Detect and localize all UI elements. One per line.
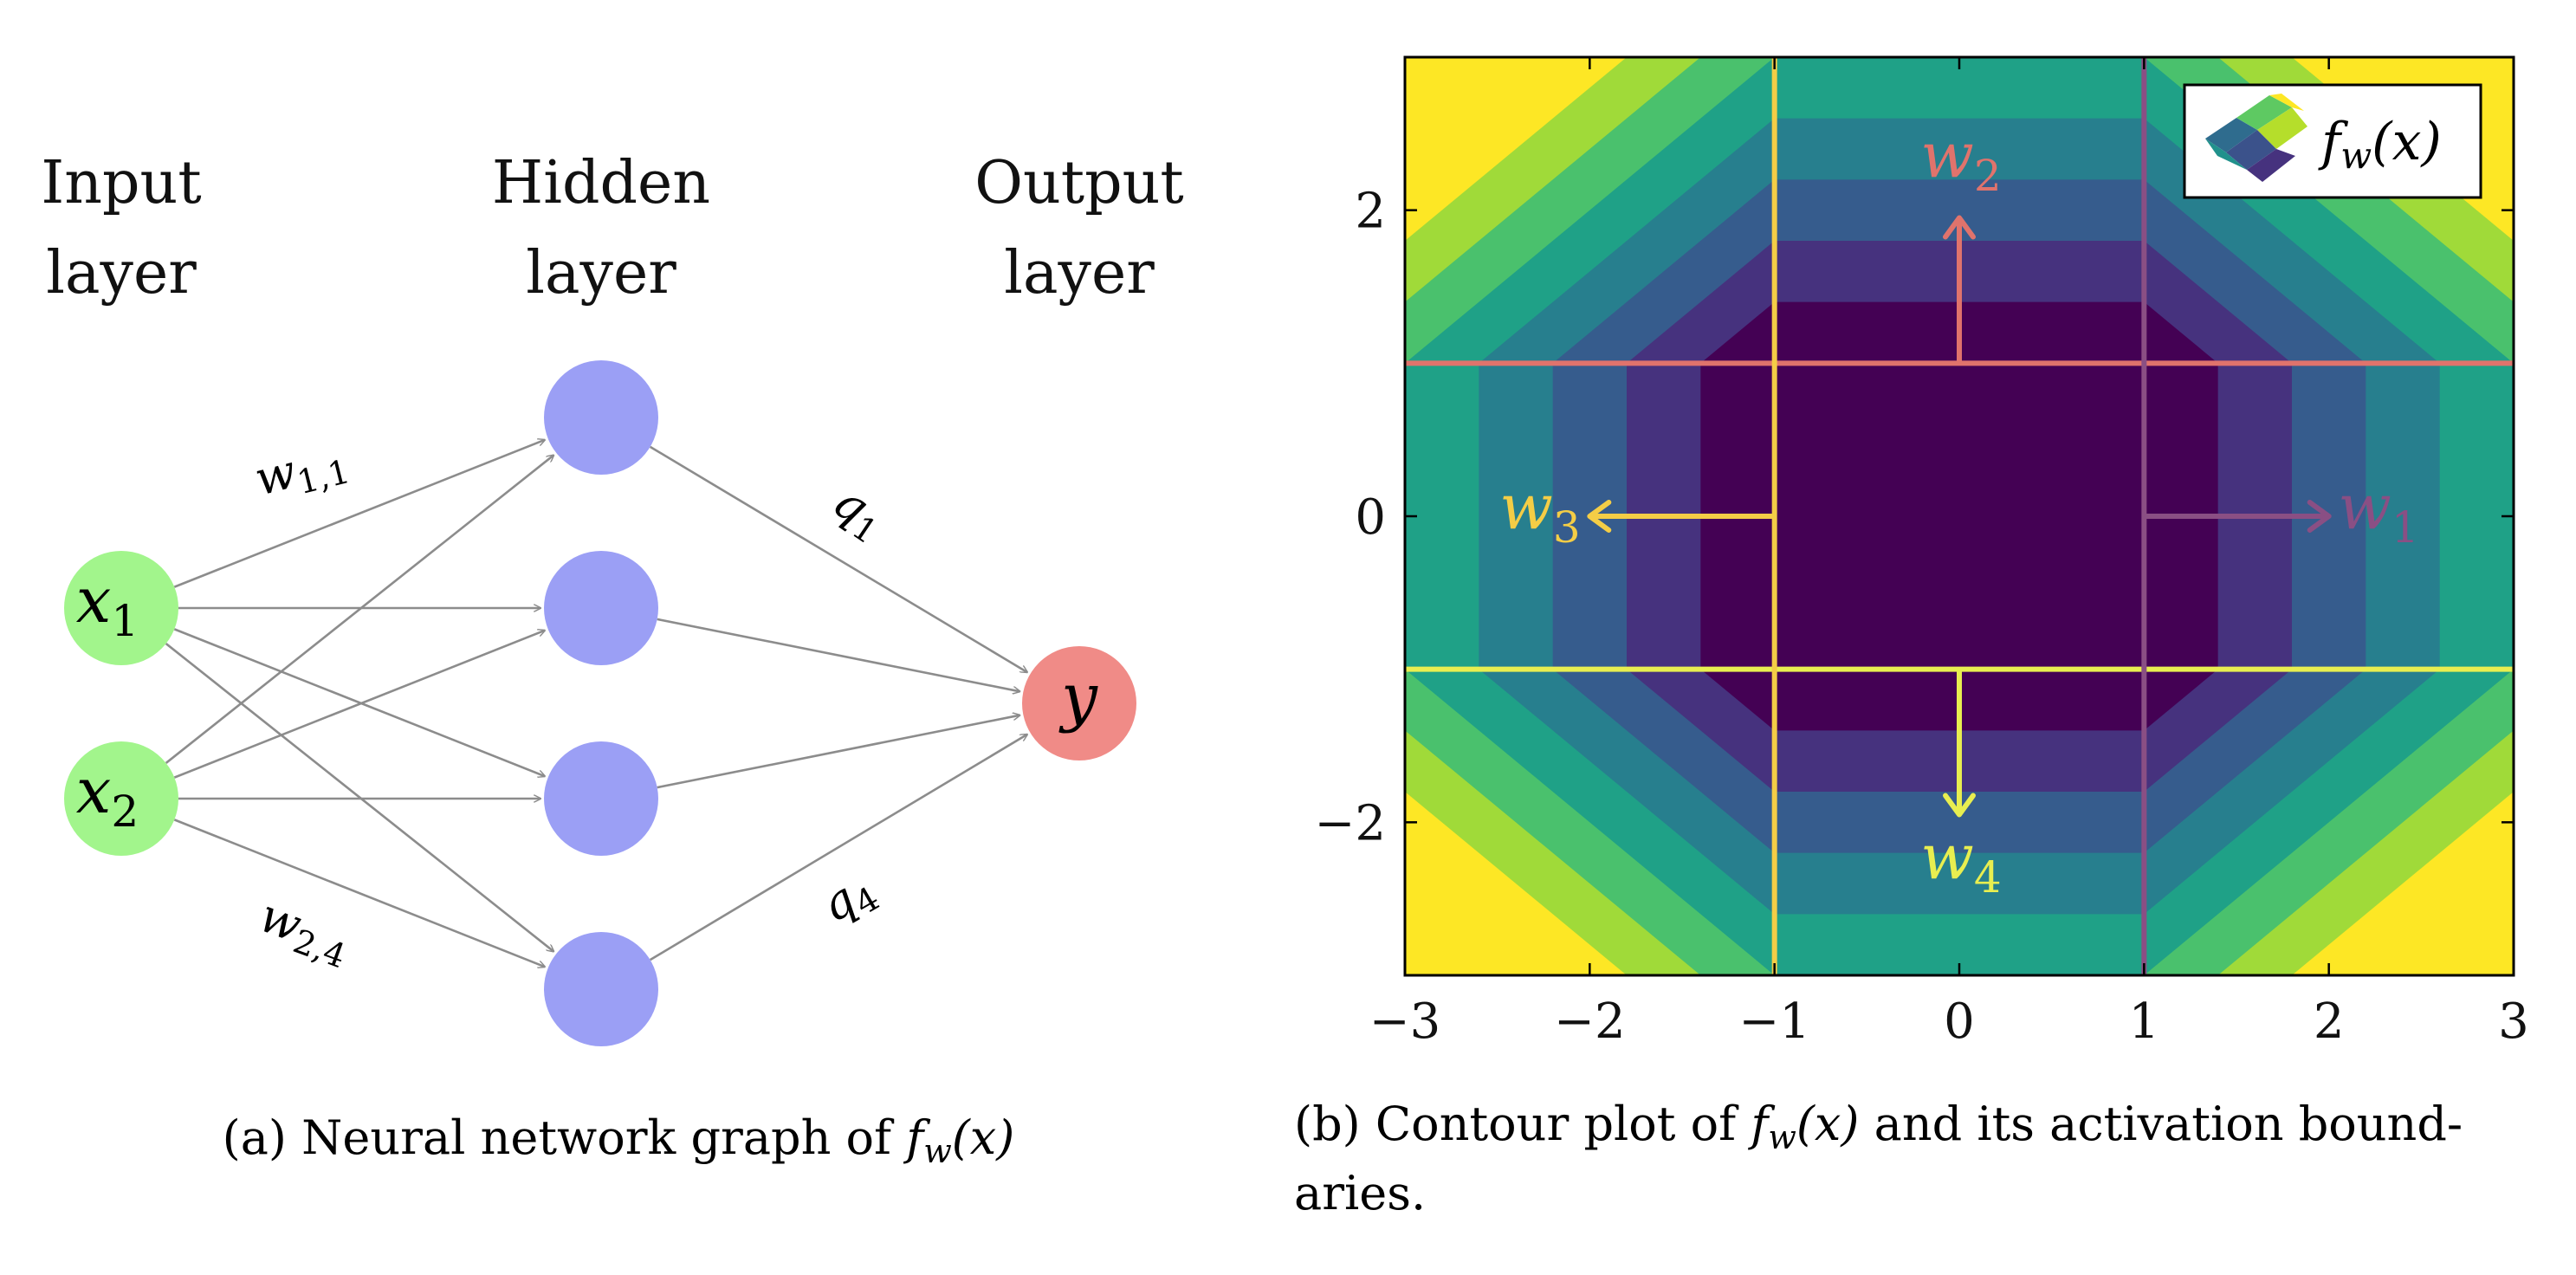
w4-label: w4 bbox=[1920, 820, 2001, 903]
input-node-1 bbox=[64, 551, 178, 665]
flat-region bbox=[1774, 363, 2145, 670]
output-node-label: y bbox=[1058, 660, 1098, 735]
edge-input-2-hidden-2 bbox=[173, 631, 545, 779]
edge-input-1-hidden-3 bbox=[173, 628, 545, 776]
x-tick-label: −2 bbox=[1554, 993, 1626, 1050]
edge-input-2-hidden-1 bbox=[165, 456, 554, 764]
x-tick-label: 0 bbox=[1944, 993, 1975, 1050]
edge-hidden-3-output bbox=[657, 715, 1020, 789]
y-tick-label: −2 bbox=[1314, 795, 1386, 851]
w2-label: w2 bbox=[1920, 119, 2001, 201]
input-node-1-label: x1 bbox=[76, 564, 139, 646]
input-layer-subtitle: layer bbox=[46, 239, 197, 307]
vector-labels: w2 w3 w1 w4 bbox=[1499, 119, 2418, 903]
edge-input-2-hidden-4 bbox=[173, 819, 545, 967]
arrow-w2-head bbox=[1943, 215, 1976, 240]
contour-plot: −3 −2 −1 0 1 2 3 −2 0 2 w2 w3 w1 w4 fw(x) (b) Con… bbox=[1294, 55, 2529, 1220]
surface-icon bbox=[2205, 94, 2307, 182]
x-tick-label: 3 bbox=[2498, 993, 2529, 1050]
hidden-node-4 bbox=[544, 932, 658, 1046]
hidden-node-3 bbox=[544, 741, 658, 856]
arrow-w4-head bbox=[1943, 793, 1976, 818]
hidden-layer-title: Hidden bbox=[492, 149, 710, 217]
edge-label-w11: w1,1 bbox=[249, 431, 353, 512]
arrow-w3-head bbox=[1587, 500, 1612, 533]
node-labels: x1 x2 y bbox=[76, 564, 1098, 837]
hidden-node-1 bbox=[544, 360, 658, 475]
output-layer-title: Output bbox=[974, 149, 1184, 217]
edge-input-1-hidden-1 bbox=[173, 440, 545, 588]
y-tick-label: 0 bbox=[1355, 489, 1386, 546]
network-nodes bbox=[64, 360, 1136, 1046]
axis-ticks bbox=[1403, 57, 2515, 975]
y-tick-label: 2 bbox=[1355, 184, 1386, 240]
input-node-2 bbox=[64, 741, 178, 856]
edge-hidden-2-output bbox=[657, 618, 1020, 691]
caption-b-line1: (b) Contour plot of fw(x) and its activa… bbox=[1294, 1097, 2463, 1156]
contour-fill bbox=[1405, 57, 2514, 975]
neural-network-diagram: Input layer Hidden layer Output layer x1… bbox=[41, 149, 1183, 1170]
edge-label-w24: w2,4 bbox=[251, 888, 359, 975]
axis-tick-labels: −3 −2 −1 0 1 2 3 −2 0 2 bbox=[1314, 184, 2528, 1050]
hidden-node-2 bbox=[544, 551, 658, 665]
arrow-w1-head bbox=[2307, 500, 2332, 533]
edge-hidden-1-output bbox=[649, 445, 1027, 672]
x-tick-label: 2 bbox=[2314, 993, 2345, 1050]
w3-label: w3 bbox=[1499, 470, 1580, 553]
network-edges bbox=[165, 440, 1027, 967]
x-tick-label: −3 bbox=[1369, 993, 1441, 1050]
weight-arrows bbox=[1587, 215, 2332, 818]
output-node bbox=[1022, 646, 1136, 760]
x-tick-label: 1 bbox=[2129, 993, 2160, 1050]
edge-hidden-4-output bbox=[649, 735, 1027, 961]
x-tick-label: −1 bbox=[1738, 993, 1810, 1050]
caption-a: (a) Neural network graph of fw(x) bbox=[223, 1110, 1015, 1170]
legend: fw(x) bbox=[2183, 83, 2482, 199]
edge-weight-labels: w1,1 w2,4 q1 q4 bbox=[249, 431, 896, 975]
edge-label-q1: q1 bbox=[820, 474, 896, 552]
edge-label-q4: q4 bbox=[812, 860, 885, 937]
input-layer-title: Input bbox=[41, 149, 201, 217]
legend-label: fw(x) bbox=[2318, 112, 2442, 177]
w1-label: w1 bbox=[2338, 470, 2418, 553]
output-layer-subtitle: layer bbox=[1004, 239, 1155, 307]
layer-titles: Input layer Hidden layer Output layer bbox=[41, 149, 1183, 307]
input-node-2-label: x2 bbox=[76, 754, 139, 837]
caption-b-line2: aries. bbox=[1294, 1166, 1426, 1220]
hidden-layer-subtitle: layer bbox=[526, 239, 676, 307]
